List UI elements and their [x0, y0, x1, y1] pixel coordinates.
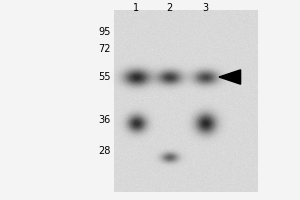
Text: 3: 3	[202, 3, 208, 13]
Text: 36: 36	[99, 115, 111, 125]
Text: 72: 72	[98, 44, 111, 54]
Text: 28: 28	[99, 146, 111, 156]
Bar	[114, 10, 258, 192]
Text: 95: 95	[99, 27, 111, 37]
Polygon shape	[219, 70, 241, 84]
Text: 2: 2	[167, 3, 172, 13]
Text: 1: 1	[134, 3, 140, 13]
Text: 55: 55	[98, 72, 111, 82]
